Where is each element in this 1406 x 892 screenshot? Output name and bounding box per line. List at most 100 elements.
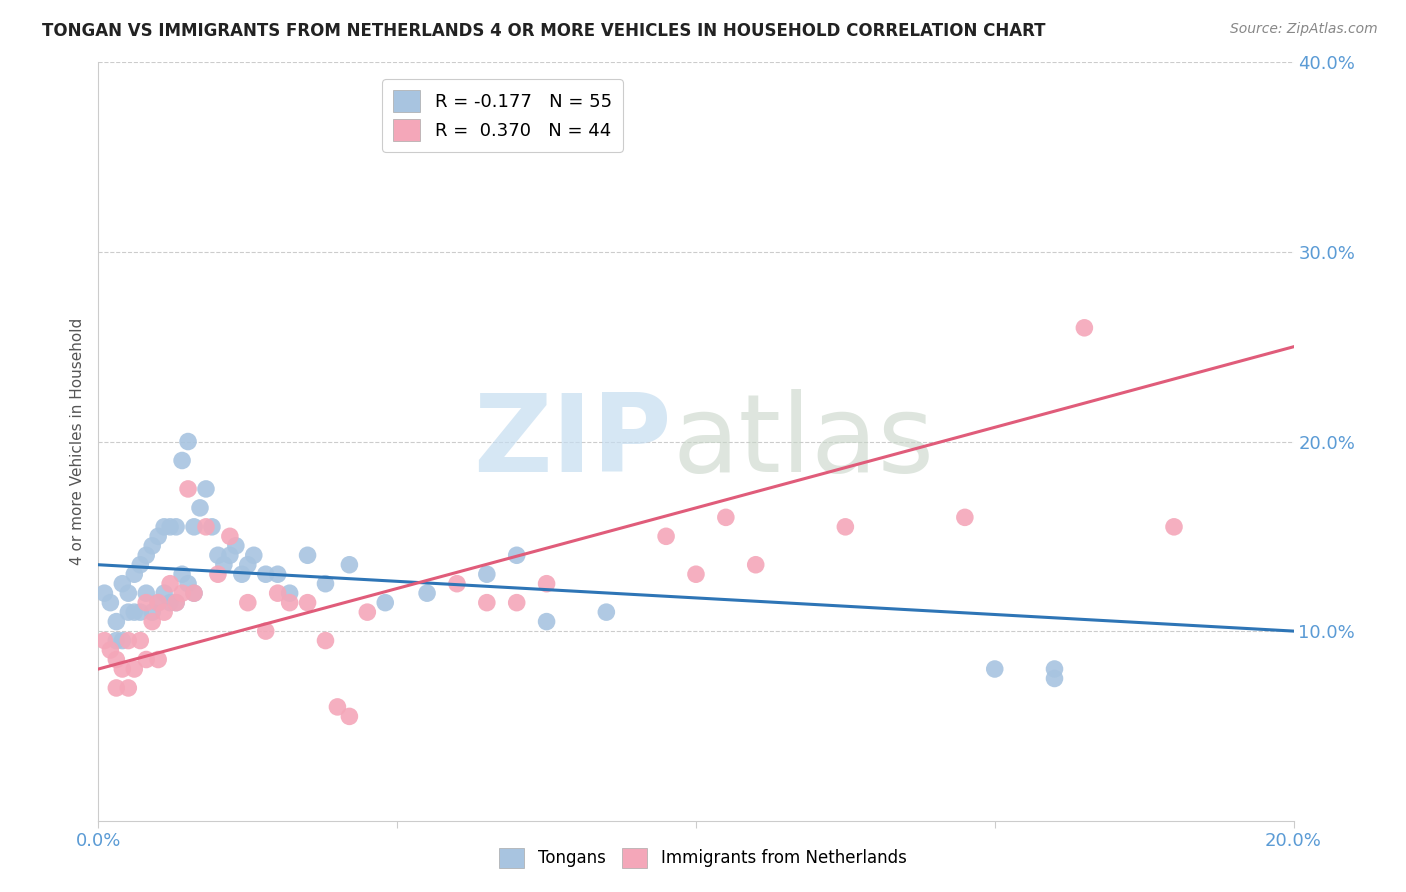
Point	[446, 576, 468, 591]
Point	[105, 681, 128, 695]
Point	[165, 596, 187, 610]
Point	[148, 596, 170, 610]
Point	[595, 605, 617, 619]
Point	[111, 576, 134, 591]
Point	[148, 596, 170, 610]
Legend: Tongans, Immigrants from Netherlands: Tongans, Immigrants from Netherlands	[492, 841, 914, 875]
Point	[195, 482, 218, 496]
Point	[124, 662, 146, 676]
Point	[339, 709, 361, 723]
Point	[177, 576, 200, 591]
Point	[183, 586, 205, 600]
Point	[536, 576, 558, 591]
Point	[135, 548, 157, 563]
Point	[267, 586, 290, 600]
Point	[165, 596, 187, 610]
Text: TONGAN VS IMMIGRANTS FROM NETHERLANDS 4 OR MORE VEHICLES IN HOUSEHOLD CORRELATIO: TONGAN VS IMMIGRANTS FROM NETHERLANDS 4 …	[42, 22, 1046, 40]
Text: ZIP: ZIP	[474, 389, 672, 494]
Point	[135, 596, 157, 610]
Point	[219, 529, 242, 543]
Point	[172, 453, 194, 467]
Point	[129, 605, 152, 619]
Point	[506, 596, 529, 610]
Point	[129, 633, 152, 648]
Point	[1163, 520, 1185, 534]
Point	[98, 643, 122, 657]
Point	[714, 510, 737, 524]
Point	[231, 567, 253, 582]
Point	[135, 652, 157, 666]
Point	[165, 520, 187, 534]
Point	[1043, 672, 1066, 686]
Point	[188, 500, 211, 515]
Legend: R = -0.177   N = 55, R =  0.370   N = 44: R = -0.177 N = 55, R = 0.370 N = 44	[382, 79, 623, 152]
Point	[124, 567, 146, 582]
Point	[278, 596, 301, 610]
Point	[159, 576, 181, 591]
Point	[416, 586, 439, 600]
Point	[201, 520, 224, 534]
Point	[315, 576, 337, 591]
Point	[225, 539, 247, 553]
Point	[141, 539, 163, 553]
Point	[148, 529, 170, 543]
Point	[1073, 320, 1095, 334]
Point	[105, 633, 128, 648]
Point	[834, 520, 856, 534]
Text: Source: ZipAtlas.com: Source: ZipAtlas.com	[1230, 22, 1378, 37]
Point	[117, 605, 139, 619]
Point	[475, 567, 498, 582]
Point	[117, 586, 139, 600]
Point	[685, 567, 707, 582]
Point	[236, 558, 259, 572]
Point	[93, 586, 115, 600]
Point	[177, 434, 200, 449]
Point	[207, 548, 229, 563]
Point	[105, 652, 128, 666]
Point	[111, 633, 134, 648]
Point	[267, 567, 290, 582]
Point	[141, 615, 163, 629]
Point	[153, 520, 176, 534]
Point	[326, 699, 349, 714]
Point	[135, 586, 157, 600]
Y-axis label: 4 or more Vehicles in Household: 4 or more Vehicles in Household	[69, 318, 84, 566]
Point	[254, 624, 277, 639]
Point	[315, 633, 337, 648]
Point	[536, 615, 558, 629]
Point	[655, 529, 678, 543]
Point	[141, 605, 163, 619]
Point	[374, 596, 396, 610]
Point	[278, 586, 301, 600]
Point	[105, 615, 128, 629]
Point	[124, 605, 146, 619]
Point	[1043, 662, 1066, 676]
Point	[111, 662, 134, 676]
Point	[153, 605, 176, 619]
Point	[356, 605, 378, 619]
Point	[339, 558, 361, 572]
Text: atlas: atlas	[672, 389, 934, 494]
Point	[254, 567, 277, 582]
Point	[153, 586, 176, 600]
Point	[212, 558, 235, 572]
Point	[297, 548, 319, 563]
Point	[98, 596, 122, 610]
Point	[159, 520, 181, 534]
Point	[207, 567, 229, 582]
Point	[236, 596, 259, 610]
Point	[117, 633, 139, 648]
Point	[93, 633, 115, 648]
Point	[129, 558, 152, 572]
Point	[195, 520, 218, 534]
Point	[475, 596, 498, 610]
Point	[183, 586, 205, 600]
Point	[506, 548, 529, 563]
Point	[172, 567, 194, 582]
Point	[172, 586, 194, 600]
Point	[297, 596, 319, 610]
Point	[117, 681, 139, 695]
Point	[243, 548, 266, 563]
Point	[177, 482, 200, 496]
Point	[745, 558, 768, 572]
